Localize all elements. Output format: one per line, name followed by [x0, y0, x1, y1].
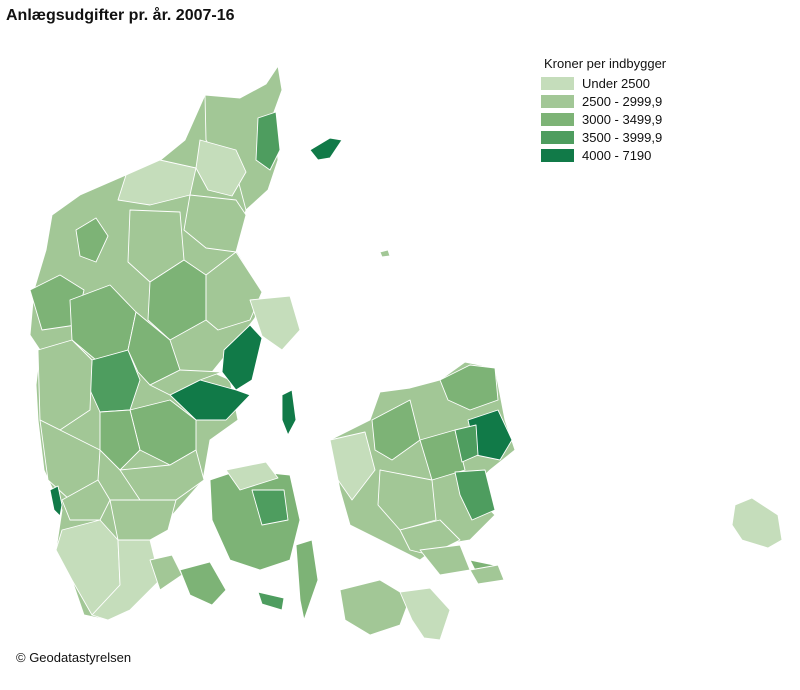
region-vordingborg	[419, 544, 471, 576]
region-aabenraa	[91, 539, 161, 621]
region-hillerod	[439, 364, 499, 411]
region-laeso	[309, 137, 343, 161]
legend-label: 3000 - 3499,9	[582, 111, 663, 127]
region-bornholm	[731, 497, 783, 549]
region-billund	[99, 409, 141, 471]
region-fano	[49, 485, 63, 517]
region-mon	[469, 564, 505, 585]
region-esbjerg	[61, 479, 111, 521]
region-djursland	[249, 295, 301, 351]
legend-title: Kroner per indbygger	[544, 56, 667, 71]
legend-label: 2500 - 2999,9	[582, 93, 663, 109]
legend-item: 3500 - 3999,9	[540, 128, 666, 146]
legend-swatch	[540, 93, 575, 109]
region-als	[179, 561, 227, 606]
legend-label: 3500 - 3999,9	[582, 129, 663, 145]
region-frederikshavn	[255, 111, 281, 171]
map-title: Anlægsudgifter pr. år. 2007-16	[6, 7, 235, 24]
region-holbaek	[371, 399, 421, 461]
legend: Kroner per indbygger Under 2500 2500 - 2…	[540, 56, 666, 164]
region-koge	[454, 469, 496, 521]
region-haderslev	[109, 499, 177, 541]
legend-item: 3000 - 3499,9	[540, 110, 666, 128]
region-roskilde	[419, 429, 466, 481]
region-aero	[257, 591, 285, 611]
region-samso	[281, 389, 297, 436]
legend-item: Under 2500	[540, 74, 666, 92]
region-middelfart	[225, 461, 279, 491]
region-lolland	[339, 579, 411, 636]
legend-label: 4000 - 7190	[582, 147, 652, 163]
region-ringsted	[377, 469, 437, 531]
copyright-credit: © Geodatastyrelsen	[16, 650, 132, 665]
region-horsens	[149, 369, 223, 396]
region-anholt	[379, 249, 391, 258]
region-greve	[454, 424, 479, 463]
legend-item: 2500 - 2999,9	[540, 92, 666, 110]
legend-label: Under 2500	[582, 75, 650, 91]
legend-swatch	[540, 129, 575, 145]
region-langeland	[295, 539, 319, 621]
region-odense	[251, 489, 289, 526]
region-randers	[205, 251, 263, 331]
legend-swatch	[540, 75, 575, 91]
region-kalundborg	[329, 431, 376, 501]
legend-swatch	[540, 147, 575, 163]
region-mors	[75, 217, 109, 263]
legend-item: 4000 - 7190	[540, 146, 666, 164]
region-guldborgsund	[399, 587, 451, 641]
legend-swatch	[540, 111, 575, 127]
